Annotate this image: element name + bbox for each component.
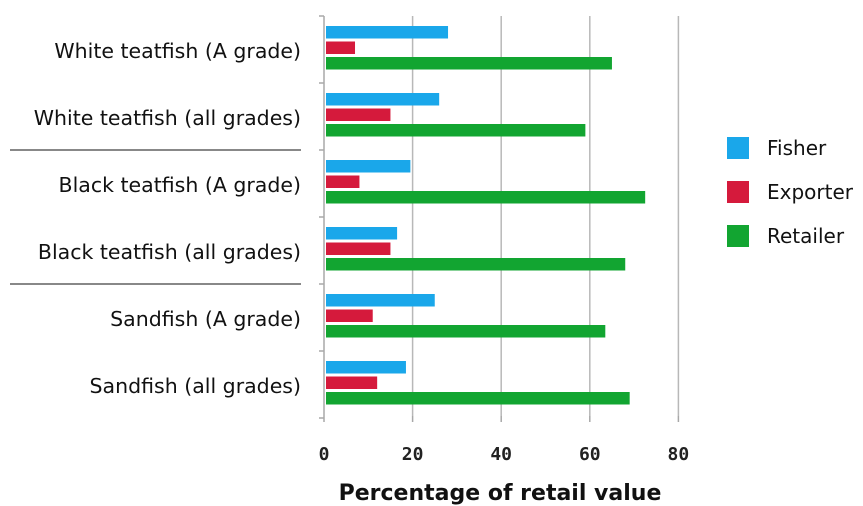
legend-swatch-fisher xyxy=(727,137,749,159)
bar-exporter-1 xyxy=(326,108,391,121)
bar-exporter-4 xyxy=(326,309,373,322)
bar-exporter-5 xyxy=(326,376,378,389)
group-separators xyxy=(10,149,301,285)
legend-label-exporter: Exporter xyxy=(767,180,854,204)
bar-retailer-2 xyxy=(326,191,646,204)
x-tick-label: 80 xyxy=(668,444,690,465)
bar-retailer-3 xyxy=(326,258,626,271)
bar-exporter-3 xyxy=(326,242,391,255)
x-axis-title: Percentage of retail value xyxy=(339,481,662,506)
bar-fisher-5 xyxy=(326,361,406,374)
category-label: Sandfish (A grade) xyxy=(110,307,301,331)
legend-swatch-exporter xyxy=(727,181,749,203)
x-tick-label: 20 xyxy=(402,444,424,465)
bar-retailer-1 xyxy=(326,124,586,137)
x-tick-label: 0 xyxy=(319,444,330,465)
gridlines xyxy=(411,16,680,416)
legend-swatch-retailer xyxy=(727,225,749,247)
axes xyxy=(319,15,680,422)
bar-retailer-0 xyxy=(326,57,612,70)
legend-label-retailer: Retailer xyxy=(767,224,845,248)
category-labels: White teatfish (A grade) White teatfish (… xyxy=(34,39,301,398)
category-label: Sandfish (all grades) xyxy=(90,374,301,398)
bar-fisher-0 xyxy=(326,26,449,39)
x-tick-label: 40 xyxy=(490,444,512,465)
x-tick-label: 60 xyxy=(579,444,601,465)
bar-fisher-4 xyxy=(326,294,435,307)
bar-fisher-1 xyxy=(326,93,440,106)
bar-retailer-4 xyxy=(326,325,606,338)
bar-fisher-3 xyxy=(326,227,398,240)
category-label: Black teatfish (A grade) xyxy=(59,173,302,197)
category-label: White teatfish (A grade) xyxy=(54,39,301,63)
legend: Fisher Exporter Retailer xyxy=(727,136,854,248)
bar-exporter-2 xyxy=(326,175,360,188)
bar-exporter-0 xyxy=(326,41,356,54)
bars xyxy=(326,26,646,405)
bar-fisher-2 xyxy=(326,160,411,173)
x-tick-labels: 0 20 40 60 80 xyxy=(319,444,690,465)
category-label: White teatfish (all grades) xyxy=(34,106,301,130)
legend-label-fisher: Fisher xyxy=(767,136,827,160)
bar-retailer-5 xyxy=(326,392,630,405)
category-label: Black teatfish (all grades) xyxy=(38,240,301,264)
